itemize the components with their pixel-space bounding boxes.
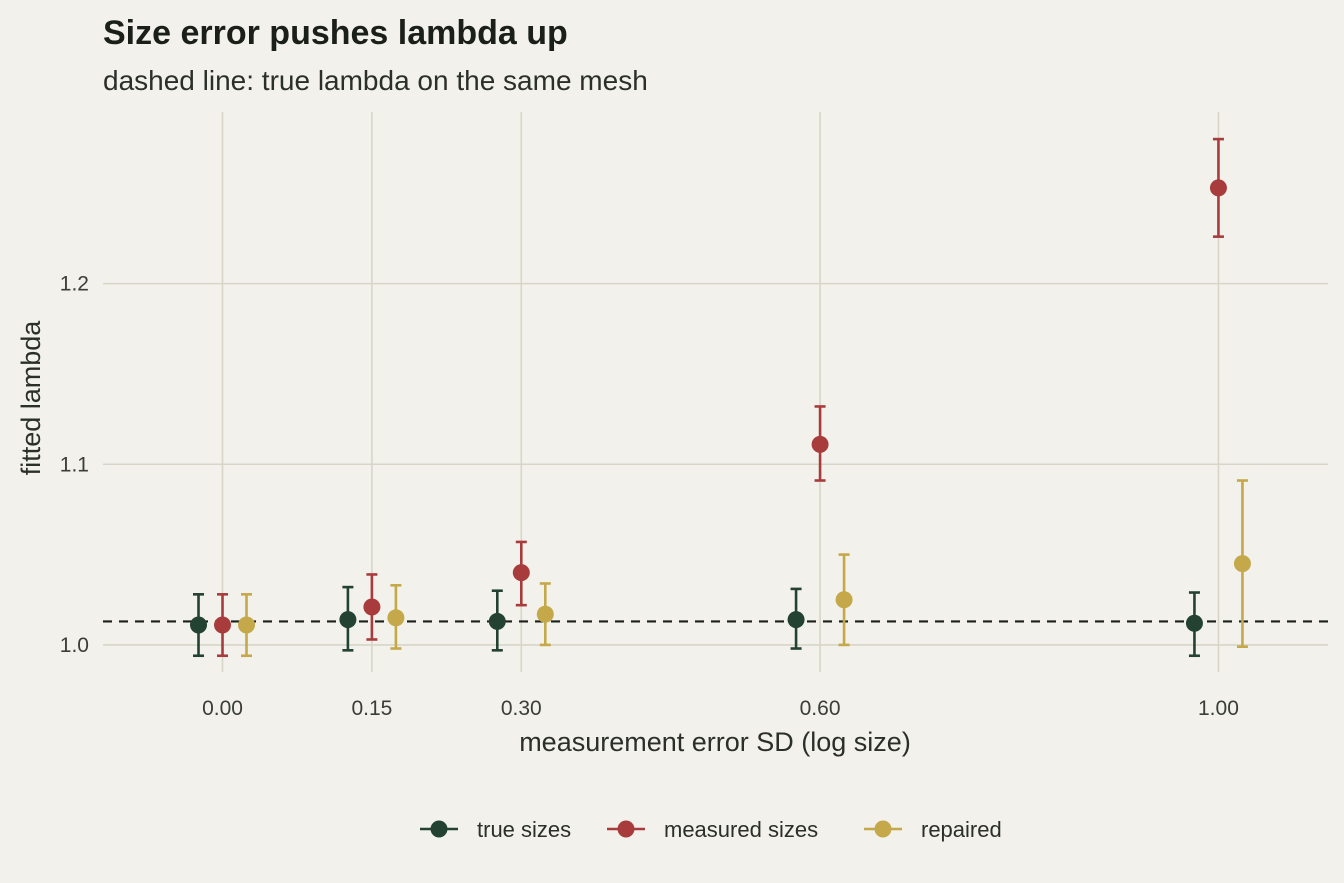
- data-point: [1233, 555, 1251, 573]
- legend-item-repaired: repaired: [864, 817, 1002, 842]
- legend-label: measured sizes: [664, 817, 818, 842]
- axis-layer: 0.00 0.15 0.30 0.60 1.00 1.0 1.1 1.2: [60, 273, 1239, 720]
- y-tick-label: 1.0: [60, 634, 89, 657]
- data-point: [363, 598, 381, 616]
- series-true-sizes: [190, 585, 1203, 658]
- legend-key-point: [874, 820, 892, 838]
- data-point: [1209, 179, 1227, 197]
- grid-layer: [103, 112, 1328, 672]
- legend: true sizes measured sizes repaired: [420, 817, 1002, 842]
- data-point: [238, 616, 256, 634]
- series-layer: [190, 137, 1251, 658]
- legend-label: repaired: [921, 817, 1002, 842]
- chart-title: Size error pushes lambda up: [103, 14, 568, 52]
- y-axis-title: fitted lambda: [16, 320, 46, 476]
- legend-key-point: [430, 820, 448, 838]
- series-repaired: [238, 479, 1251, 658]
- legend-key-point: [617, 820, 635, 838]
- x-axis-title: measurement error SD (log size): [519, 727, 911, 757]
- data-point: [1185, 614, 1203, 632]
- legend-item-true-sizes: true sizes: [420, 817, 571, 842]
- legend-label: true sizes: [477, 817, 571, 842]
- x-tick-label: 0.60: [800, 697, 841, 720]
- y-tick-label: 1.2: [60, 273, 89, 296]
- data-point: [512, 564, 530, 582]
- data-point: [536, 605, 554, 623]
- data-point: [811, 435, 829, 453]
- x-tick-label: 0.15: [351, 697, 392, 720]
- data-point: [387, 609, 405, 627]
- y-tick-label: 1.1: [60, 453, 89, 476]
- x-tick-label: 0.30: [501, 697, 542, 720]
- data-point: [488, 612, 506, 630]
- legend-item-measured-sizes: measured sizes: [607, 817, 818, 842]
- chart-subtitle: dashed line: true lambda on the same mes…: [103, 65, 648, 96]
- data-point: [787, 611, 805, 629]
- series-measured-sizes: [214, 137, 1227, 658]
- data-point: [214, 616, 232, 634]
- x-tick-label: 0.00: [202, 697, 243, 720]
- data-point: [835, 591, 853, 609]
- data-point: [190, 616, 208, 634]
- x-tick-label: 1.00: [1198, 697, 1239, 720]
- data-point: [339, 611, 357, 629]
